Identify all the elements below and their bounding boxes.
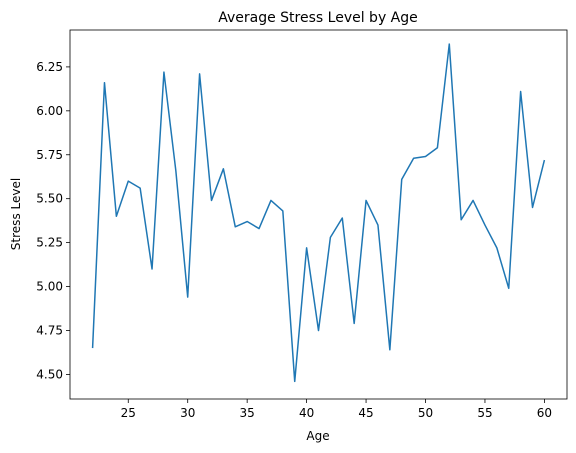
x-tick-label: 55	[477, 406, 492, 420]
x-tick-label: 30	[180, 406, 195, 420]
plot-area	[70, 30, 567, 399]
x-tick-label: 50	[418, 406, 433, 420]
x-tick-label: 25	[121, 406, 136, 420]
x-tick-label: 60	[537, 406, 552, 420]
y-axis: 4.50 4.75 5.00 5.25 5.50 5.75 6.00 6.25	[36, 60, 70, 381]
y-axis-label: Stress Level	[9, 178, 23, 250]
y-tick-label: 6.25	[36, 60, 63, 74]
y-tick-label: 4.50	[36, 367, 63, 381]
y-tick-label: 5.00	[36, 280, 63, 294]
y-tick-label: 6.00	[36, 104, 63, 118]
y-tick-label: 5.50	[36, 192, 63, 206]
chart-title: Average Stress Level by Age	[218, 10, 418, 26]
y-tick-label: 5.25	[36, 236, 63, 250]
plot-frame	[69, 29, 568, 400]
y-tick-label: 4.75	[36, 323, 63, 337]
x-axis: 25 30 35 40 45 50 55 60	[121, 399, 552, 420]
x-axis-label: Age	[306, 429, 329, 443]
y-tick-label: 5.75	[36, 148, 63, 162]
series-line	[91, 43, 546, 383]
x-tick-label: 40	[299, 406, 314, 420]
x-tick-label: 45	[358, 406, 373, 420]
x-tick-label: 35	[240, 406, 255, 420]
